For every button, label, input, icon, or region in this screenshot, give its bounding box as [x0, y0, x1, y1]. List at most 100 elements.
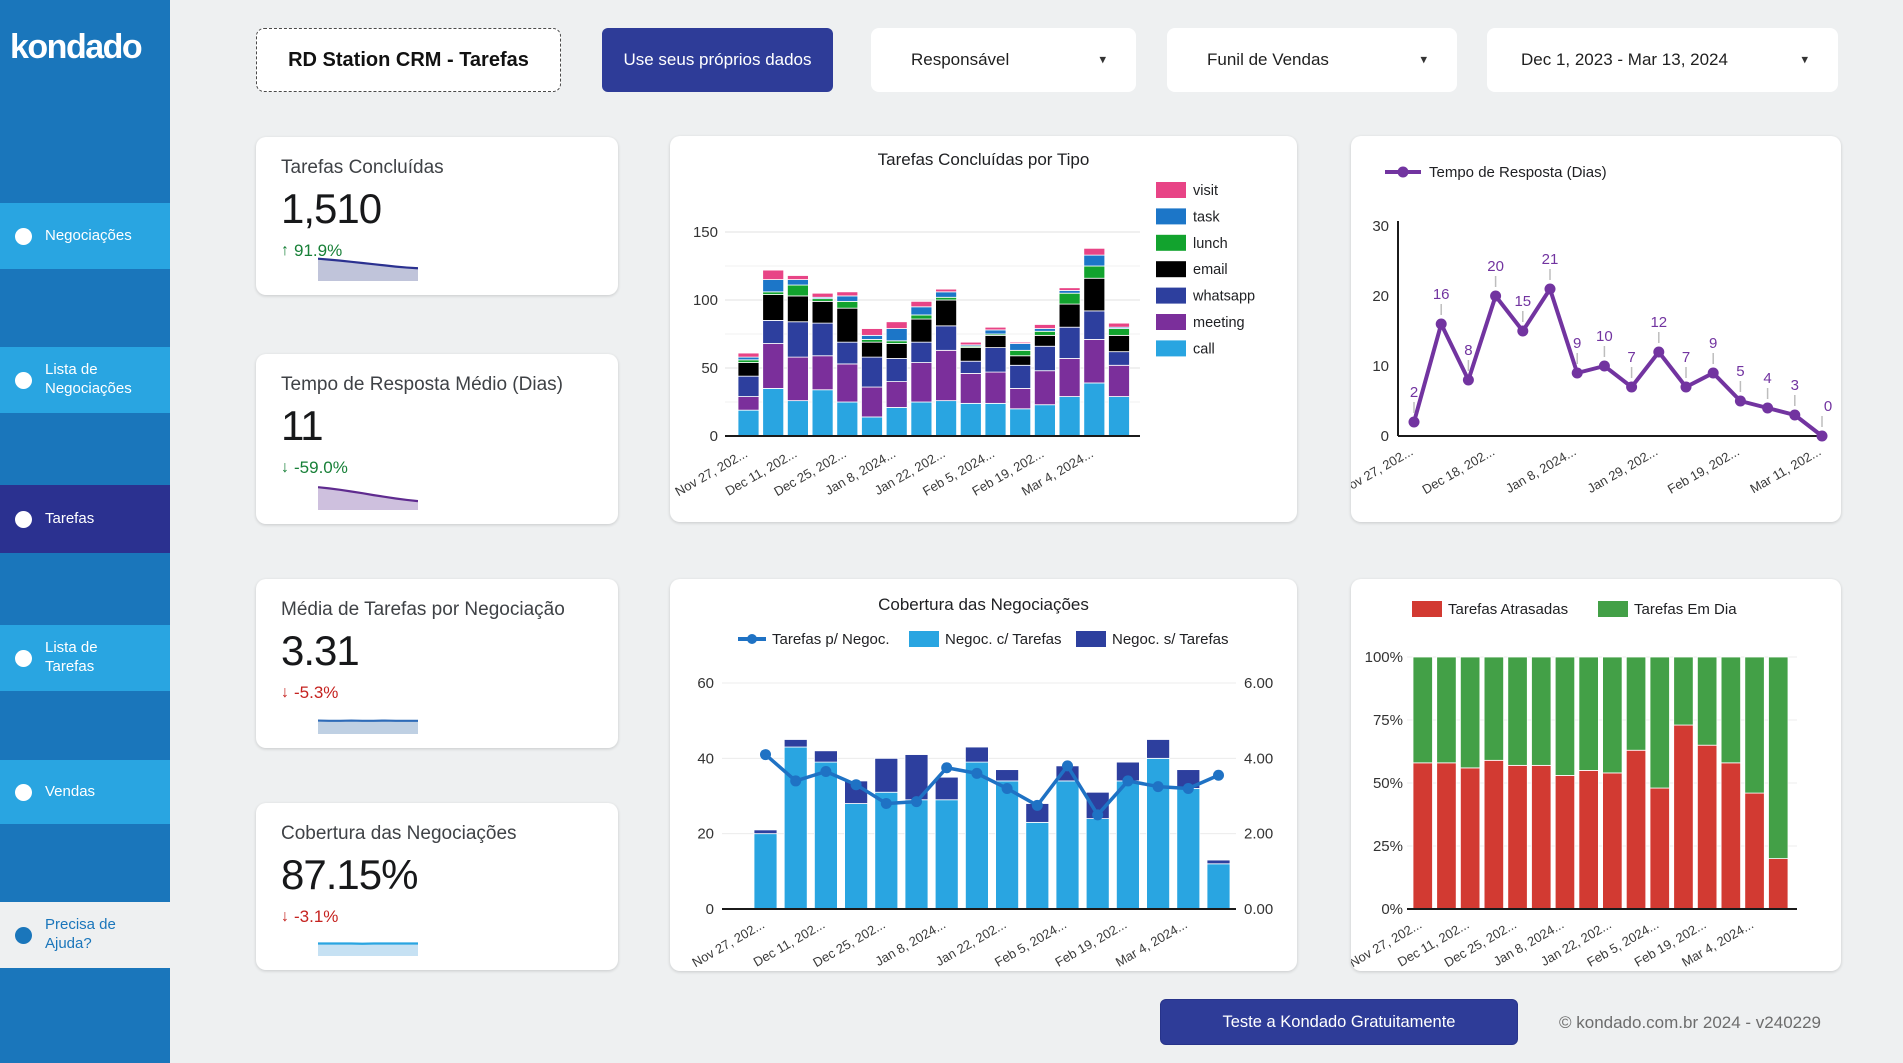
- svg-text:2: 2: [1410, 384, 1418, 401]
- svg-text:12: 12: [1650, 314, 1667, 331]
- svg-text:60: 60: [697, 675, 714, 692]
- svg-text:email: email: [1193, 262, 1228, 278]
- svg-text:30: 30: [1372, 218, 1389, 235]
- chevron-down-icon: ▾: [1420, 51, 1427, 67]
- svg-text:Dec 18, 202...: Dec 18, 202...: [1419, 444, 1497, 497]
- chart-card-tarefas-por-tipo: Tarefas Concluídas por Tipo 0 50 100 150 vis…: [670, 136, 1297, 522]
- date-range-label: Dec 1, 2023 - Mar 13, 2024: [1521, 50, 1728, 69]
- sparkline-chart: [318, 930, 418, 956]
- percent-stacked-bar-chart-atrasadas[interactable]: Tarefas Atrasadas Tarefas Em Dia 0% 25% 50% 7…: [1351, 579, 1841, 971]
- svg-text:6.00: 6.00: [1244, 675, 1273, 692]
- svg-text:50%: 50%: [1373, 775, 1403, 792]
- svg-text:4.00: 4.00: [1244, 750, 1273, 767]
- scorecard-value: 3.31: [281, 627, 360, 674]
- sparkline-chart: [318, 708, 418, 734]
- stacked-bar-chart-tarefas-por-tipo[interactable]: 0 50 100 150 visit task lunch email whatsapp meet…: [670, 136, 1297, 522]
- svg-text:75%: 75%: [1373, 712, 1403, 729]
- delta-arrow-icon: ↓: [281, 459, 289, 476]
- svg-text:visit: visit: [1193, 183, 1218, 199]
- bullet-circle-icon: [15, 783, 32, 801]
- sidebar-item-lista-de-negociacoes[interactable]: Lista de Negociações: [0, 347, 170, 413]
- svg-text:5: 5: [1736, 363, 1744, 380]
- delta-value: -3.1%: [294, 907, 339, 926]
- delta-value: 91.9%: [294, 241, 343, 260]
- svg-text:10: 10: [1596, 328, 1613, 345]
- delta-value: -59.0%: [294, 458, 348, 477]
- svg-text:15: 15: [1514, 293, 1531, 310]
- svg-text:0: 0: [710, 428, 718, 445]
- svg-text:call: call: [1193, 341, 1215, 357]
- chart-card-tempo-de-resposta: Tempo de Resposta (Dias) 0 10 20 30 2 16 8 20 15 2…: [1351, 136, 1841, 522]
- responsavel-filter-dropdown[interactable]: Responsável ▾: [871, 28, 1136, 92]
- use-own-data-button[interactable]: Use seus próprios dados: [602, 28, 833, 92]
- scorecard-cobertura-negociacoes: Cobertura das Negociações 87.15% ↓ -3.1%: [256, 803, 618, 970]
- funil-de-vendas-filter-dropdown[interactable]: Funil de Vendas ▾: [1167, 28, 1457, 92]
- filter-label: Funil de Vendas: [1207, 50, 1329, 69]
- svg-text:4: 4: [1763, 370, 1771, 387]
- bullet-circle-icon: [15, 510, 32, 528]
- svg-text:0.00: 0.00: [1244, 901, 1273, 918]
- scorecard-delta: ↓ -5.3%: [281, 683, 618, 703]
- scorecard-delta: ↓ -3.1%: [281, 907, 618, 927]
- svg-text:Jan 8, 2024...: Jan 8, 2024...: [1503, 444, 1579, 496]
- scorecard-tarefas-concluidas: Tarefas Concluídas 1,510 ↑ 91.9%: [256, 137, 618, 295]
- combo-chart-cobertura-negociacoes[interactable]: Tarefas p/ Negoc. Negoc. c/ Tarefas Negoc.…: [670, 579, 1297, 971]
- svg-text:whatsapp: whatsapp: [1192, 289, 1255, 305]
- svg-text:2.00: 2.00: [1244, 826, 1273, 843]
- sidebar-item-precisa-de-ajuda[interactable]: Precisa de Ajuda?: [0, 902, 170, 968]
- svg-text:25%: 25%: [1373, 838, 1403, 855]
- sidebar: kondado Negociações Lista de Negociações…: [0, 0, 170, 1063]
- svg-text:Tarefas Em Dia: Tarefas Em Dia: [1634, 601, 1737, 618]
- sidebar-item-label: Lista de Negociações: [45, 361, 132, 397]
- delta-arrow-icon: ↓: [281, 908, 289, 925]
- svg-text:lunch: lunch: [1193, 236, 1228, 252]
- report-title: RD Station CRM - Tarefas: [256, 28, 561, 92]
- svg-text:Feb 19, 202...: Feb 19, 202...: [1665, 444, 1742, 497]
- svg-text:Negoc. c/ Tarefas: Negoc. c/ Tarefas: [945, 631, 1061, 648]
- scorecard-title: Tempo de Resposta Médio (Dias): [281, 374, 563, 395]
- sidebar-item-label: Precisa de Ajuda?: [45, 916, 116, 952]
- teste-kondado-button[interactable]: Teste a Kondado Gratuitamente: [1160, 999, 1518, 1045]
- delta-arrow-icon: ↑: [281, 242, 289, 259]
- scorecard-title: Média de Tarefas por Negociação: [281, 599, 565, 620]
- date-range-picker[interactable]: Dec 1, 2023 - Mar 13, 2024 ▾: [1487, 28, 1838, 92]
- svg-text:0: 0: [706, 901, 714, 918]
- svg-text:50: 50: [701, 360, 718, 377]
- chart-title: Cobertura das Negociações: [878, 595, 1089, 614]
- sparkline-chart: [318, 255, 418, 281]
- chevron-down-icon: ▾: [1801, 51, 1808, 67]
- svg-text:20: 20: [1372, 288, 1389, 305]
- svg-text:Nov 27, 202...: Nov 27, 202...: [1351, 444, 1416, 497]
- filter-label: Responsável: [911, 50, 1010, 69]
- sparkline-chart: [318, 484, 418, 510]
- svg-text:Jan 29, 202...: Jan 29, 202...: [1585, 444, 1661, 496]
- sidebar-item-vendas[interactable]: Vendas: [0, 760, 170, 824]
- chevron-down-icon: ▾: [1099, 51, 1106, 67]
- svg-text:3: 3: [1791, 377, 1799, 394]
- svg-text:9: 9: [1573, 335, 1581, 352]
- svg-text:20: 20: [1487, 258, 1504, 275]
- svg-text:Tarefas p/ Negoc.: Tarefas p/ Negoc.: [772, 631, 890, 648]
- scorecard-value: 1,510: [281, 185, 382, 232]
- svg-text:40: 40: [697, 750, 714, 767]
- svg-text:8: 8: [1464, 342, 1472, 359]
- svg-text:150: 150: [693, 224, 718, 241]
- chart-title: Tarefas Concluídas por Tipo: [877, 150, 1090, 169]
- scorecard-delta: ↑ 91.9%: [281, 241, 618, 261]
- svg-text:7: 7: [1682, 349, 1690, 366]
- sidebar-item-lista-de-tarefas[interactable]: Lista de Tarefas: [0, 625, 170, 691]
- scorecard-value: 11: [281, 402, 324, 449]
- sidebar-item-tarefas[interactable]: Tarefas: [0, 485, 170, 553]
- bullet-circle-icon: [15, 371, 32, 389]
- svg-text:0: 0: [1824, 398, 1832, 415]
- svg-text:0: 0: [1381, 428, 1389, 445]
- svg-text:9: 9: [1709, 335, 1717, 352]
- scorecard-tempo-resposta-medio: Tempo de Resposta Médio (Dias) 11 ↓ -59.…: [256, 354, 618, 524]
- copyright-text: © kondado.com.br 2024 - v240229: [1558, 1013, 1822, 1032]
- line-chart-tempo-de-resposta[interactable]: Tempo de Resposta (Dias)0102030216820152…: [1351, 136, 1841, 522]
- svg-text:task: task: [1193, 209, 1220, 225]
- scorecard-title: Tarefas Concluídas: [281, 157, 444, 178]
- sidebar-item-negociacoes[interactable]: Negociações: [0, 203, 170, 269]
- sidebar-item-label: Lista de Tarefas: [45, 639, 98, 675]
